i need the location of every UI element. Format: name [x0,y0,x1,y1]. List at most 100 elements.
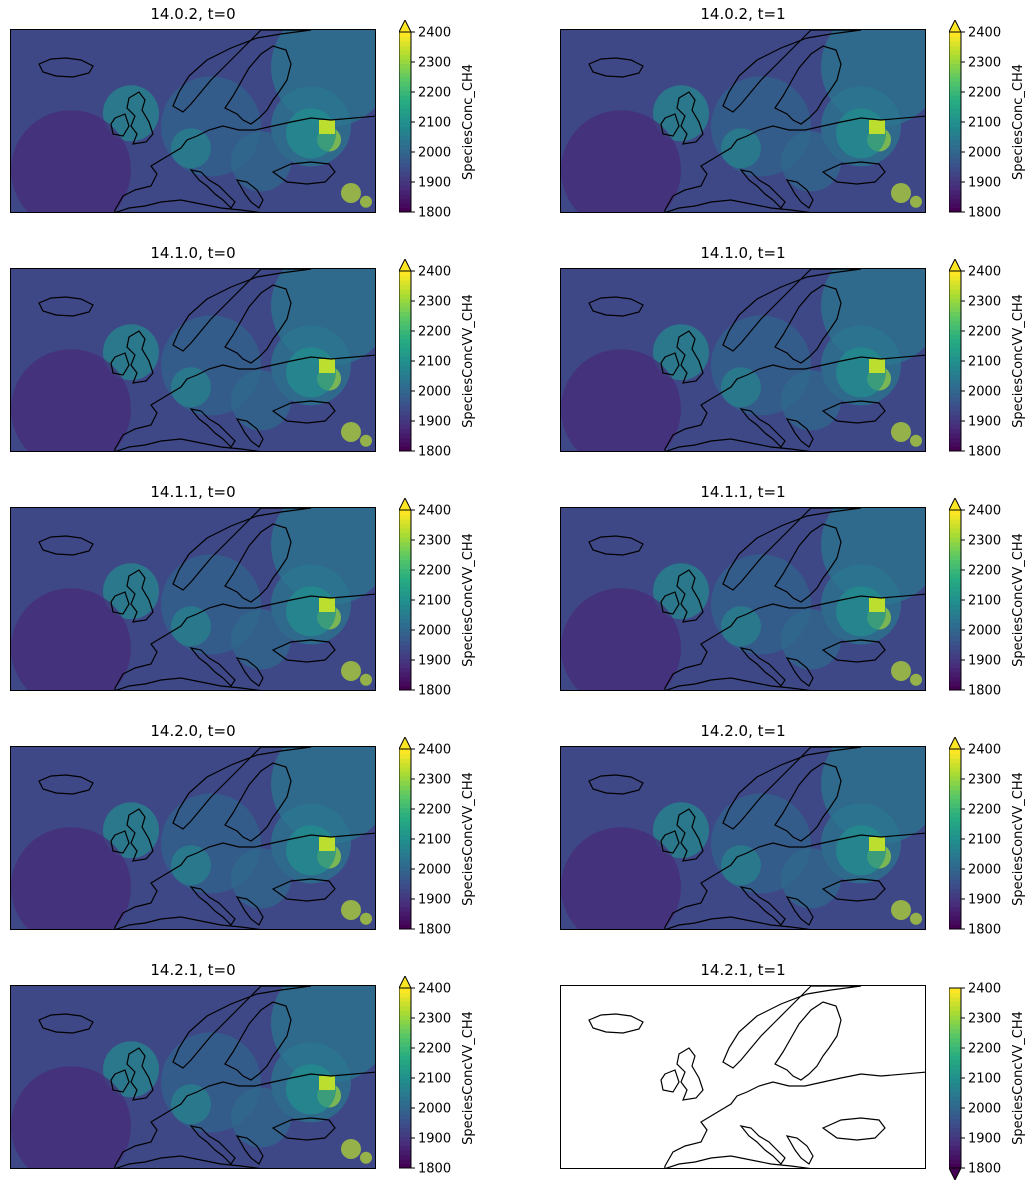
map-svg [11,30,375,212]
colorbar-segment [399,374,411,380]
colorbar-tick-label: 2400 [418,743,451,758]
colorbar-tick-label: 2100 [418,1072,451,1087]
colorbar-tick-label: 2300 [968,295,1001,310]
panel-title: 14.2.0, t=0 [150,722,236,740]
colorbar-segment [949,1073,961,1079]
coastline [664,354,925,451]
coastline [774,523,842,603]
colorbar-segment [399,1159,411,1164]
coastline [739,408,786,448]
colorbar: 1800 1900 2000 2100 2200 2300 2400 [949,259,1001,460]
coastline [722,30,862,113]
coastline [189,886,236,926]
panel-title: 14.1.1, t=1 [700,483,786,501]
field-region [561,588,681,690]
colorbar-segment [399,50,411,55]
colorbar-segment [949,113,961,118]
field-hotspot [869,598,885,612]
colorbar-segment [949,649,961,655]
colorbar-segment [949,564,961,569]
map-panel: 14.1.1, t=0 [10,483,376,691]
colorbar-segment [399,144,411,150]
colorbar-segment [399,546,411,551]
colorbar-segment [399,852,411,858]
colorbar-segment [949,1037,961,1043]
colorbar-label: SpeciesConcVV_CH4 [461,294,476,428]
map-svg [588,986,925,1168]
field-region [171,1084,211,1125]
colorbar-segment [949,546,961,551]
colorbar-segment [949,749,961,754]
colorbar-segment [949,618,961,623]
colorbar-label: SpeciesConc_CH4 [1011,63,1026,181]
colorbar-tick-label: 2200 [418,86,451,101]
colorbar-tick-label: 2400 [968,982,1001,997]
colorbar-segment [399,433,411,438]
colorbar-segment [399,915,411,921]
coastline [271,1117,336,1141]
colorbar-segment [949,1055,961,1061]
colorbar-tick-label: 2000 [968,624,1001,639]
map-panel: 14.0.2, t=0 [10,5,376,213]
coastline [189,408,236,448]
map-panel: 14.2.1, t=0 [10,961,376,1169]
field-region [910,673,922,686]
panel-title: 14.2.0, t=1 [700,722,786,740]
colorbar-segment [399,794,411,799]
colorbar-segment [949,1064,961,1070]
colorbar-segment [399,1010,411,1016]
colorbar-segment [399,1051,411,1056]
colorbar-segment [399,185,411,190]
colorbar-label: SpeciesConcVV_CH4 [461,1011,476,1145]
colorbar-segment [399,676,411,682]
colorbar-segment [399,135,411,141]
colorbar-segment [949,144,961,150]
map-panel: 14.1.1, t=1 [560,483,926,691]
colorbar-segment [399,68,411,73]
colorbar-tick-label: 2200 [418,325,451,340]
coastline [821,1117,886,1141]
colorbar-tick-label: 2400 [418,265,451,280]
colorbar-segment [949,888,961,894]
colorbar-segment [949,424,961,429]
colorbar-segment [949,839,961,844]
colorbar-segment [949,41,961,46]
colorbar-segment [949,902,961,907]
colorbar-segment [949,573,961,578]
colorbar-tick-label: 2100 [968,355,1001,370]
map-plot [560,29,926,213]
colorbar-segment [399,1123,411,1128]
field-region [341,899,361,920]
colorbar-segment [399,906,411,912]
colorbar-segment [399,419,411,425]
colorbar-segment [949,924,961,930]
colorbar-segment [399,311,411,317]
colorbar-segment [399,352,411,357]
field-region [341,1138,361,1159]
map-panel: 14.2.1, t=1 [560,961,926,1169]
colorbar-segment [949,591,961,596]
colorbar-tick-label: 2100 [418,833,451,848]
map-panel: 14.1.0, t=1 [560,244,926,452]
colorbar-segment [949,663,961,668]
colorbar-segment [399,577,411,583]
map-panel: 14.0.2, t=1 [560,5,926,213]
coastline [126,330,154,384]
colorbar-segment [399,789,411,795]
colorbar-segment [399,1019,411,1025]
colorbar-segment [949,514,961,520]
colorbar-segment [399,86,411,91]
map-plot [10,507,376,691]
field-hotspot [319,120,335,134]
colorbar-segment [399,1150,411,1155]
colorbar-segment [949,81,961,87]
colorbar-segment [949,1150,961,1155]
panel-title: 14.1.0, t=1 [700,244,786,262]
field-region [231,1087,291,1148]
colorbar-segment [949,198,961,204]
coastline [172,508,312,591]
colorbar-segment [949,446,961,452]
colorbar-segment [949,50,961,55]
colorbar-segment [949,149,961,154]
map-svg [561,747,925,929]
